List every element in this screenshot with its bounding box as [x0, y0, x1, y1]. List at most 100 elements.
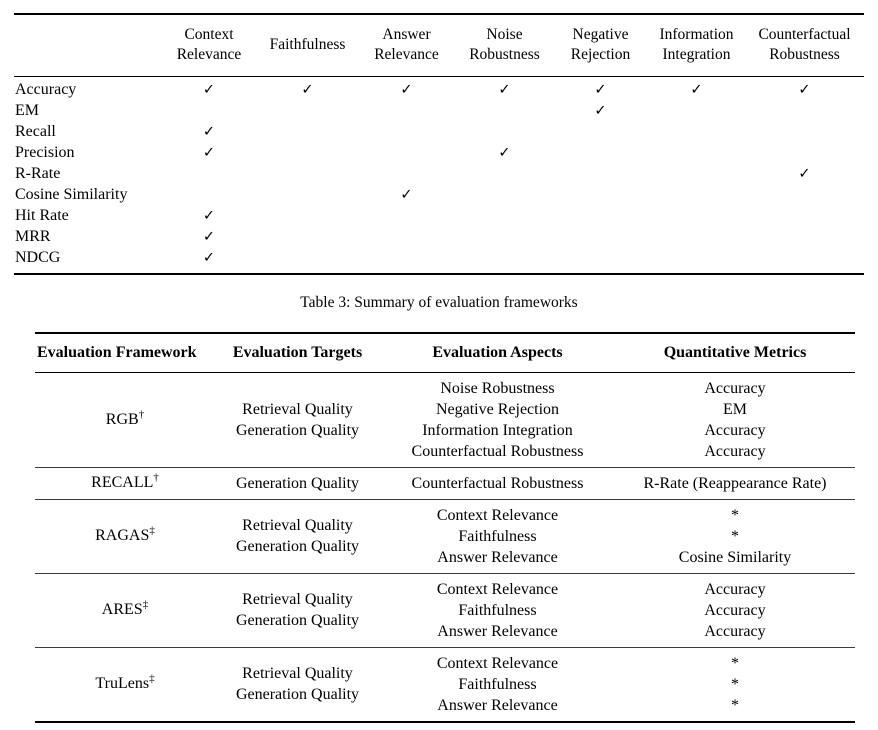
aspect-line: Negative Rejection: [435, 400, 560, 418]
frameworks-column-header: Evaluation Aspects: [380, 333, 615, 373]
framework-name: TruLens: [95, 675, 150, 692]
checkmark-icon: ✓: [202, 207, 216, 224]
check-cell: ✓: [357, 76, 456, 101]
framework-superscript: ‡: [142, 598, 149, 611]
check-cell: [553, 122, 648, 143]
matrix-column-header: Information Integration: [648, 14, 745, 77]
check-cell: [456, 227, 553, 248]
target-line: Retrieval Quality: [242, 591, 353, 608]
check-cell: ✓: [160, 76, 258, 101]
checkmark-icon: ✓: [498, 144, 511, 161]
check-cell: [258, 164, 357, 185]
target-line: Generation Quality: [235, 612, 360, 629]
matrix-column-header: Faithfulness: [258, 14, 357, 77]
metric-row-label: Cosine Similarity: [15, 186, 128, 203]
matrix-row: MRR ✓: [14, 227, 864, 248]
framework-name: RAGAS: [95, 527, 150, 544]
checkmark-icon: ✓: [202, 123, 216, 140]
metrics-matrix-table: Context Relevance Faithfulness Answer Rele…: [14, 13, 864, 275]
metric-row-label: NDCG: [15, 249, 61, 266]
metric-line: Accuracy: [704, 622, 766, 640]
check-cell: [258, 185, 357, 206]
check-cell: ✓: [160, 122, 258, 143]
aspect-line: Answer Relevance: [437, 622, 558, 640]
check-cell: [648, 248, 745, 274]
framework-row: RGB† Retrieval Quality Generation Quality N…: [35, 372, 855, 467]
check-cell: ✓: [160, 227, 258, 248]
quantitative-metrics-cell: * * Cosine Similarity: [615, 499, 855, 573]
matrix-column-header: Context Relevance: [160, 14, 258, 77]
table-caption: Table 3: Summary of evaluation framework…: [300, 294, 578, 311]
checkmark-icon: ✓: [798, 165, 811, 182]
matrix-column-header: Counterfactual Robustness: [745, 14, 864, 77]
evaluation-targets-cell: Retrieval Quality Generation Quality: [215, 647, 380, 722]
metric-row-label: Recall: [15, 123, 56, 140]
check-cell: [745, 248, 864, 274]
checkmark-icon: ✓: [202, 249, 216, 266]
aspect-line: Answer Relevance: [437, 696, 558, 714]
check-cell: [456, 248, 553, 274]
matrix-column-header: Answer Relevance: [357, 14, 456, 77]
check-cell: [745, 185, 864, 206]
metric-row-label: Accuracy: [15, 81, 77, 98]
check-cell: ✓: [160, 143, 258, 164]
metric-line: *: [731, 675, 739, 693]
checkmark-icon: ✓: [202, 81, 216, 98]
framework-name-cell: RECALL†: [35, 467, 215, 499]
check-cell: ✓: [456, 143, 553, 164]
check-cell: [553, 164, 648, 185]
framework-row: TruLens‡ Retrieval Quality Generation Qual…: [35, 647, 855, 722]
aspect-line: Faithfulness: [458, 675, 537, 693]
metric-line: Accuracy: [704, 421, 766, 439]
frameworks-table: Evaluation Framework Evaluation Targets Ev…: [35, 332, 855, 723]
check-cell: [357, 122, 456, 143]
check-cell: ✓: [456, 76, 553, 101]
framework-name: RGB: [105, 410, 139, 428]
check-cell: [258, 227, 357, 248]
metric-line: Cosine Similarity: [678, 548, 792, 566]
quantitative-metrics-cell: * * *: [615, 647, 855, 722]
check-cell: [553, 248, 648, 274]
framework-superscript: †: [138, 408, 145, 421]
matrix-row: Precision ✓ ✓: [14, 143, 864, 164]
framework-name: RECALL: [91, 474, 154, 491]
metric-row-label: Precision: [15, 144, 75, 161]
aspect-line: Context Relevance: [436, 580, 559, 598]
framework-name-cell: RGB†: [35, 372, 215, 467]
check-cell: [456, 206, 553, 227]
aspect-line: Faithfulness: [458, 527, 537, 545]
checkmark-icon: ✓: [798, 81, 811, 98]
check-cell: [258, 143, 357, 164]
check-cell: [357, 101, 456, 122]
check-cell: [160, 164, 258, 185]
frameworks-column-header: Evaluation Framework: [35, 333, 215, 373]
check-cell: [745, 227, 864, 248]
check-cell: ✓: [648, 76, 745, 101]
checkmark-icon: ✓: [400, 81, 413, 98]
check-cell: [553, 227, 648, 248]
check-cell: ✓: [258, 76, 357, 101]
metric-row-label: R-Rate: [15, 165, 61, 182]
aspect-line: Information Integration: [422, 421, 573, 439]
frameworks-section: Evaluation Framework Evaluation Targets Ev…: [35, 332, 855, 723]
quantitative-metrics-cell: Accuracy EM Accuracy Accuracy: [615, 372, 855, 467]
matrix-corner-cell: [14, 14, 160, 77]
check-cell: [357, 248, 456, 274]
target-line: Generation Quality: [235, 538, 360, 555]
metric-line: Accuracy: [704, 379, 766, 397]
evaluation-targets-cell: Retrieval Quality Generation Quality: [215, 499, 380, 573]
target-line: Generation Quality: [235, 474, 360, 492]
check-cell: [258, 248, 357, 274]
check-cell: [357, 143, 456, 164]
check-cell: [357, 164, 456, 185]
check-cell: [648, 122, 745, 143]
checkmark-icon: ✓: [202, 144, 216, 161]
check-cell: [258, 101, 357, 122]
check-cell: [456, 185, 553, 206]
metric-row-label: EM: [15, 102, 39, 119]
check-cell: [553, 185, 648, 206]
checkmark-icon: ✓: [594, 81, 607, 98]
matrix-row: R-Rate ✓: [14, 164, 864, 185]
metric-line: *: [731, 506, 739, 524]
